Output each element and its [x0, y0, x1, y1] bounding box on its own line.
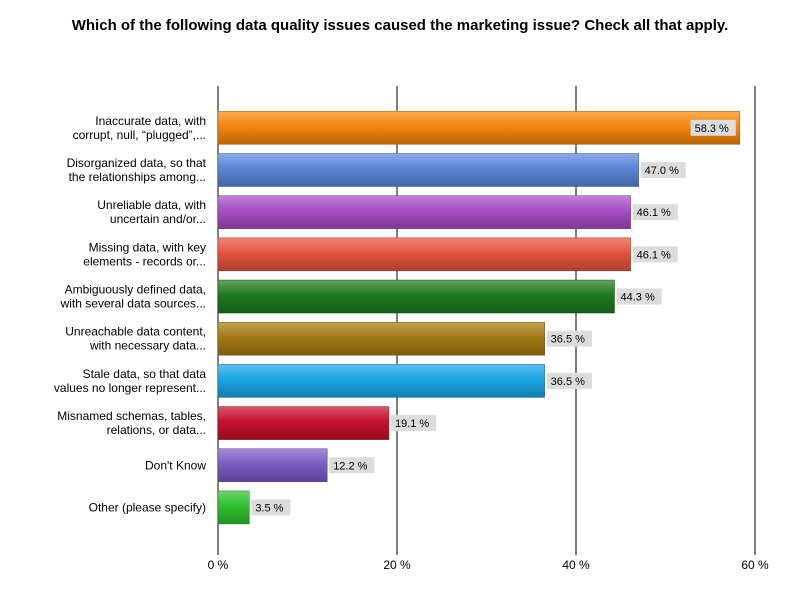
value-label-bg	[632, 204, 678, 221]
bar	[217, 490, 250, 525]
bar	[217, 364, 545, 398]
value-label-bg	[616, 288, 662, 305]
category-label: Disorganized data, so that the relationsh…	[67, 156, 207, 184]
bar	[217, 111, 741, 145]
value-label-bg	[329, 457, 375, 474]
value-label: 36.5 %	[551, 334, 585, 346]
value-label: 46.1 %	[637, 207, 671, 219]
bar	[217, 321, 545, 356]
x-tick-label: 0 %	[208, 558, 229, 572]
value-label: 47.0 %	[645, 165, 679, 177]
value-label-bg	[640, 161, 686, 178]
category-label: Stale data, so that data values no longer…	[54, 367, 206, 395]
value-label-bg	[690, 119, 736, 136]
bar	[217, 195, 631, 229]
value-label: 19.1 %	[395, 418, 429, 430]
bar	[217, 279, 615, 314]
value-label-bg	[546, 330, 592, 347]
value-label: 58.3 %	[695, 123, 729, 135]
category-label: Unreliable data, with uncertain and/or...	[97, 198, 206, 226]
x-tick-label: 60 %	[741, 558, 769, 572]
value-label: 46.1 %	[637, 249, 671, 261]
category-label: Inaccurate data, with corrupt, null, “plu…	[73, 114, 206, 142]
x-tick-label: 40 %	[562, 558, 590, 572]
value-label: 44.3 %	[620, 292, 654, 304]
value-label: 36.5 %	[551, 376, 585, 388]
x-tick-label: 20 %	[383, 558, 411, 572]
category-label: Unreachable data content, with necessary …	[65, 325, 206, 353]
value-label-bg	[546, 372, 592, 389]
category-label: Other (please specify)	[89, 500, 206, 514]
bar	[217, 237, 631, 272]
bar	[217, 153, 639, 187]
value-label: 12.2 %	[333, 460, 367, 472]
category-label: Don't Know	[145, 458, 206, 472]
value-label-bg	[251, 499, 291, 516]
value-label-bg	[632, 246, 678, 263]
bar	[217, 406, 390, 440]
category-label: Ambiguously defined data, with several da…	[60, 283, 206, 311]
category-label: Missing data, with key elements - records…	[83, 240, 206, 268]
bar	[217, 448, 328, 483]
value-label-bg	[390, 415, 437, 432]
category-label: Misnamed schemas, tables, relations, or d…	[57, 409, 206, 437]
chart-title: Which of the following data quality issu…	[71, 17, 729, 34]
value-label: 3.5 %	[255, 502, 283, 514]
